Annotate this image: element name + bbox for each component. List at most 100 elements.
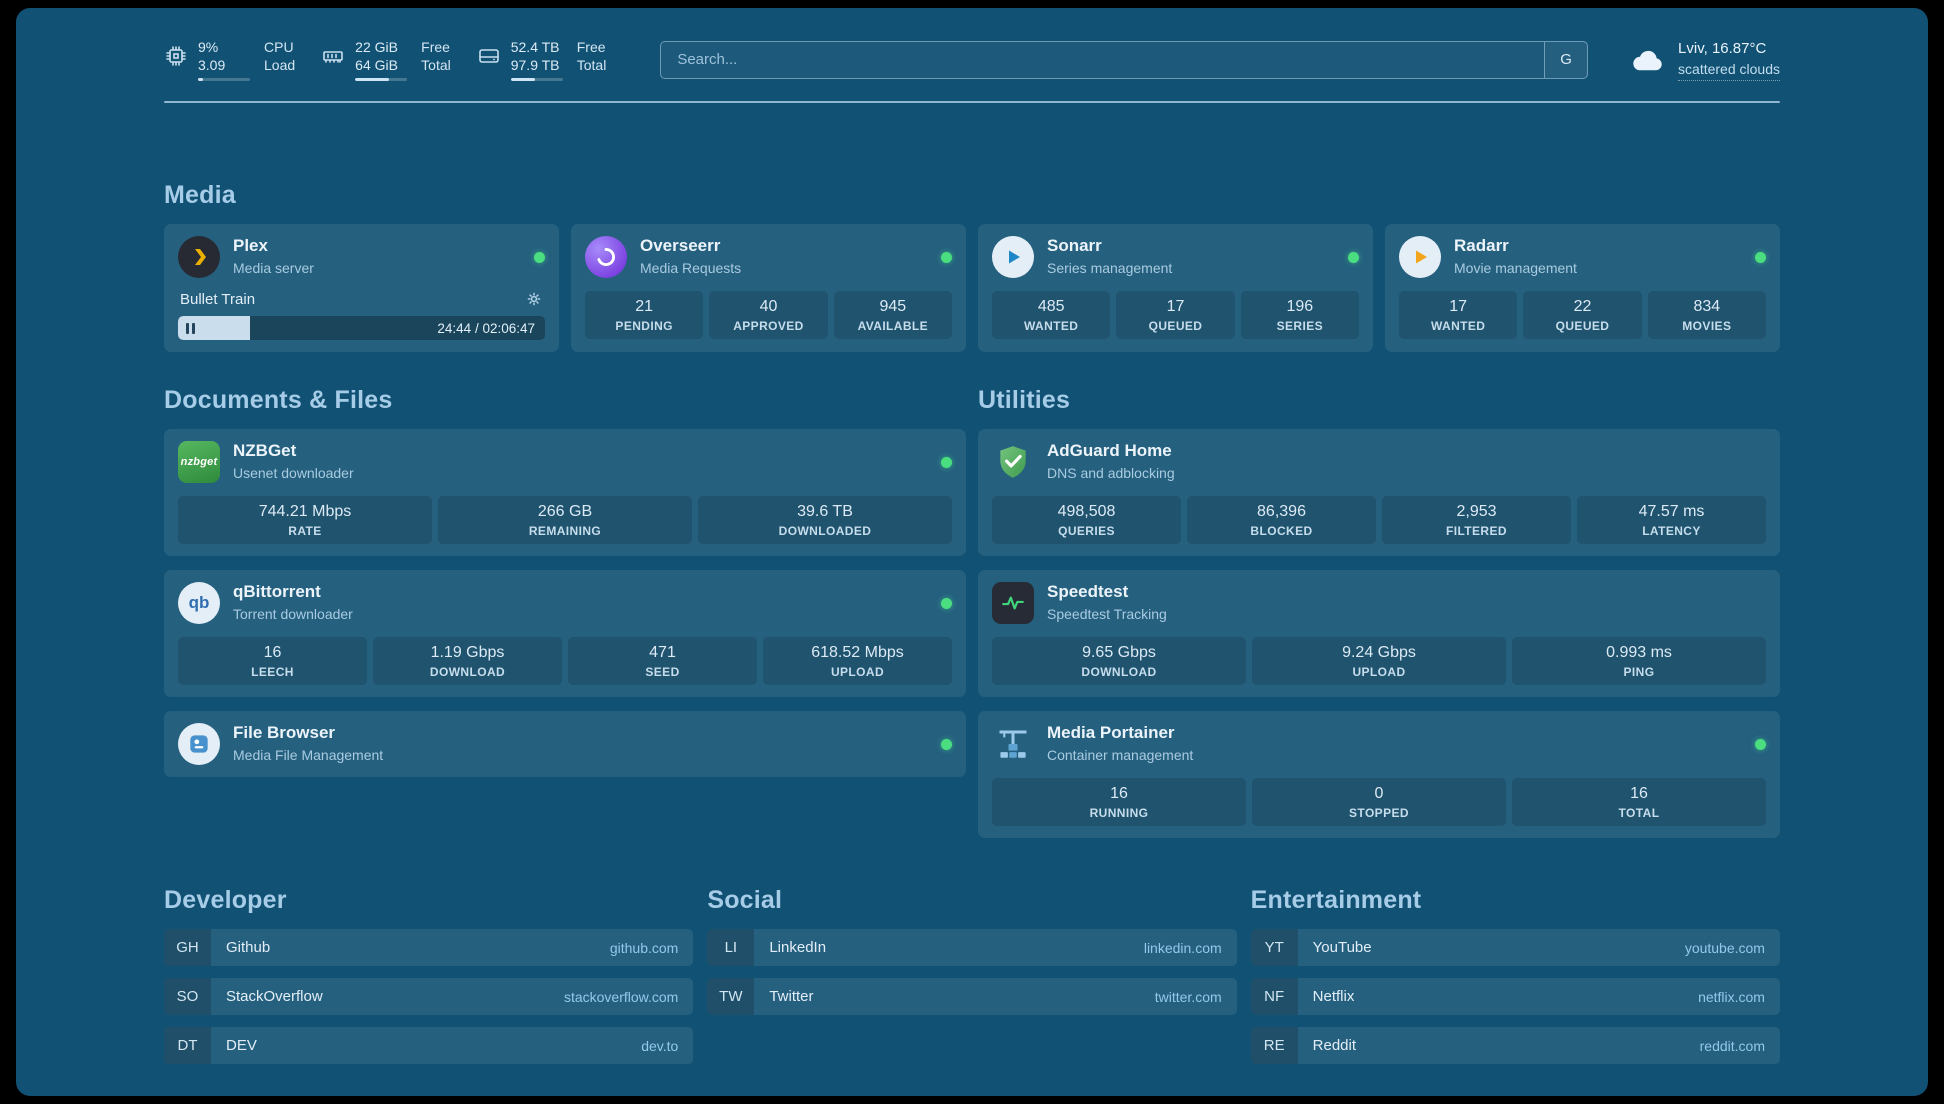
playback-progress-fill <box>178 316 250 340</box>
service-subtitle: Series management <box>1047 260 1173 276</box>
memory-free: 22 GiB <box>355 39 398 55</box>
section-heading-media: Media <box>164 181 236 209</box>
bookmark-url: github.com <box>609 939 679 956</box>
service-card-qbittorrent[interactable]: qb qBittorrent Torrent downloader 16 LEE… <box>164 570 966 697</box>
stat-label: DOWNLOAD <box>1081 664 1157 679</box>
bookmark-abbr: DT <box>164 1027 211 1064</box>
bookmark-name: Github <box>226 939 271 956</box>
bookmark-github[interactable]: GH Github github.com <box>164 929 694 966</box>
cpu-label-bottom: Load <box>264 57 296 73</box>
service-title: Overseerr <box>640 236 721 255</box>
search-input[interactable] <box>661 41 1545 78</box>
stat-tile: 0.993 ms PING <box>1512 637 1766 685</box>
topbar: 9% 3.09 CPU Load 22 GiB 64 GiB <box>164 8 1780 81</box>
service-card-nzbget[interactable]: nzbget NZBGet Usenet downloader 744.21 M… <box>164 429 966 556</box>
stat-label: QUERIES <box>1058 523 1115 538</box>
stat-value: 21 <box>635 297 654 315</box>
stat-value: 945 <box>879 297 907 315</box>
service-title: Speedtest <box>1047 582 1129 601</box>
stat-label: TOTAL <box>1618 805 1660 820</box>
cpu-icon <box>164 44 188 68</box>
bookmark-stackoverflow[interactable]: SO StackOverflow stackoverflow.com <box>164 978 694 1015</box>
bookmark-url: netflix.com <box>1698 988 1765 1005</box>
cpu-load: 3.09 <box>198 57 226 73</box>
disk-free: 52.4 TB <box>510 39 560 55</box>
stat-value: 744.21 Mbps <box>258 502 352 520</box>
service-subtitle: Media Requests <box>640 260 742 276</box>
playback-progress-bar[interactable]: 24:44 / 02:06:47 <box>178 316 545 340</box>
topbar-divider <box>164 101 1780 103</box>
stat-tile: 196 SERIES <box>1240 291 1359 339</box>
service-subtitle: Speedtest Tracking <box>1047 606 1167 622</box>
stat-tile: 471 SEED <box>568 637 757 685</box>
stat-label: UPLOAD <box>830 664 885 679</box>
stat-label: REMAINING <box>528 523 602 538</box>
service-card-speedtest[interactable]: Speedtest Speedtest Tracking 9.65 Gbps D… <box>978 570 1780 697</box>
stat-value: 22 <box>1573 297 1592 315</box>
stat-tile: 834 MOVIES <box>1647 291 1766 339</box>
service-card-portainer[interactable]: Media Portainer Container management 16 … <box>978 711 1780 838</box>
status-indicator <box>941 251 952 263</box>
disk-total: 97.9 TB <box>510 57 560 73</box>
stat-value: 485 <box>1037 297 1065 315</box>
stat-value: 471 <box>649 643 676 661</box>
stat-label: BLOCKED <box>1250 523 1313 538</box>
gear-icon[interactable] <box>525 290 543 308</box>
bookmark-abbr: TW <box>707 978 755 1015</box>
bookmark-linkedin[interactable]: LI LinkedIn linkedin.com <box>707 929 1237 966</box>
service-card-adguard[interactable]: AdGuard Home DNS and adblocking 498,508 … <box>978 429 1780 556</box>
service-card-plex[interactable]: Plex Media server Bullet Train <box>164 224 559 352</box>
stat-value: 618.52 Mbps <box>811 643 904 661</box>
search-bar: G <box>660 40 1589 79</box>
bookmark-name: Netflix <box>1312 988 1355 1005</box>
stat-tile: 47.57 ms LATENCY <box>1577 496 1766 544</box>
service-card-radarr[interactable]: Radarr Movie management 17 WANTED 22 QUE… <box>1385 224 1780 352</box>
stat-label: SEED <box>645 664 680 679</box>
stat-label: RUNNING <box>1089 805 1149 820</box>
radarr-icon <box>1399 236 1441 278</box>
service-card-filebrowser[interactable]: File Browser Media File Management <box>164 711 966 777</box>
qbittorrent-icon: qb <box>178 582 220 624</box>
stat-tile: 945 AVAILABLE <box>833 291 952 339</box>
stat-tile: 9.24 Gbps UPLOAD <box>1252 637 1506 685</box>
stat-value: 39.6 TB <box>797 502 853 520</box>
stat-tile: 40 APPROVED <box>709 291 828 339</box>
stat-tile: 1.19 Gbps DOWNLOAD <box>373 637 562 685</box>
service-card-sonarr[interactable]: Sonarr Series management 485 WANTED 17 Q… <box>978 224 1373 352</box>
playback-time: 24:44 / 02:06:47 <box>437 320 535 336</box>
stat-label: DOWNLOADED <box>778 523 872 538</box>
service-subtitle: Media server <box>233 260 314 276</box>
bookmark-abbr: YT <box>1250 929 1298 966</box>
bookmark-reddit[interactable]: RE Reddit reddit.com <box>1250 1027 1780 1064</box>
speedtest-icon <box>992 582 1034 624</box>
bookmark-youtube[interactable]: YT YouTube youtube.com <box>1250 929 1780 966</box>
stat-value: 1.19 Gbps <box>430 643 505 661</box>
stat-label: APPROVED <box>733 318 804 333</box>
stat-value: 834 <box>1693 297 1721 315</box>
service-card-overseerr[interactable]: Overseerr Media Requests 21 PENDING 40 A… <box>571 224 966 352</box>
service-subtitle: Container management <box>1047 747 1194 763</box>
memory-usage-bar <box>355 78 408 81</box>
service-title: qBittorrent <box>233 582 321 601</box>
pause-icon[interactable] <box>186 322 195 334</box>
stat-label: LATENCY <box>1642 523 1701 538</box>
search-provider-button[interactable]: G <box>1544 41 1588 78</box>
service-subtitle: DNS and adblocking <box>1047 465 1175 481</box>
stat-value: 17 <box>1166 297 1185 315</box>
filebrowser-icon <box>178 723 220 765</box>
bookmark-abbr: LI <box>707 929 755 966</box>
memory-label-top: Free <box>421 39 450 55</box>
bookmark-abbr: SO <box>164 978 211 1015</box>
stat-tile: 22 QUEUED <box>1523 291 1642 339</box>
service-subtitle: Usenet downloader <box>233 465 354 481</box>
bookmark-name: Reddit <box>1312 1037 1357 1054</box>
bookmark-twitter[interactable]: TW Twitter twitter.com <box>707 978 1237 1015</box>
stat-label: AVAILABLE <box>857 318 929 333</box>
bookmark-dev[interactable]: DT DEV dev.to <box>164 1027 694 1064</box>
bookmark-url: dev.to <box>641 1037 679 1054</box>
memory-icon <box>321 44 345 68</box>
service-title: File Browser <box>233 723 336 742</box>
bookmark-netflix[interactable]: NF Netflix netflix.com <box>1250 978 1780 1015</box>
status-indicator <box>1755 251 1766 263</box>
status-indicator <box>941 456 952 468</box>
